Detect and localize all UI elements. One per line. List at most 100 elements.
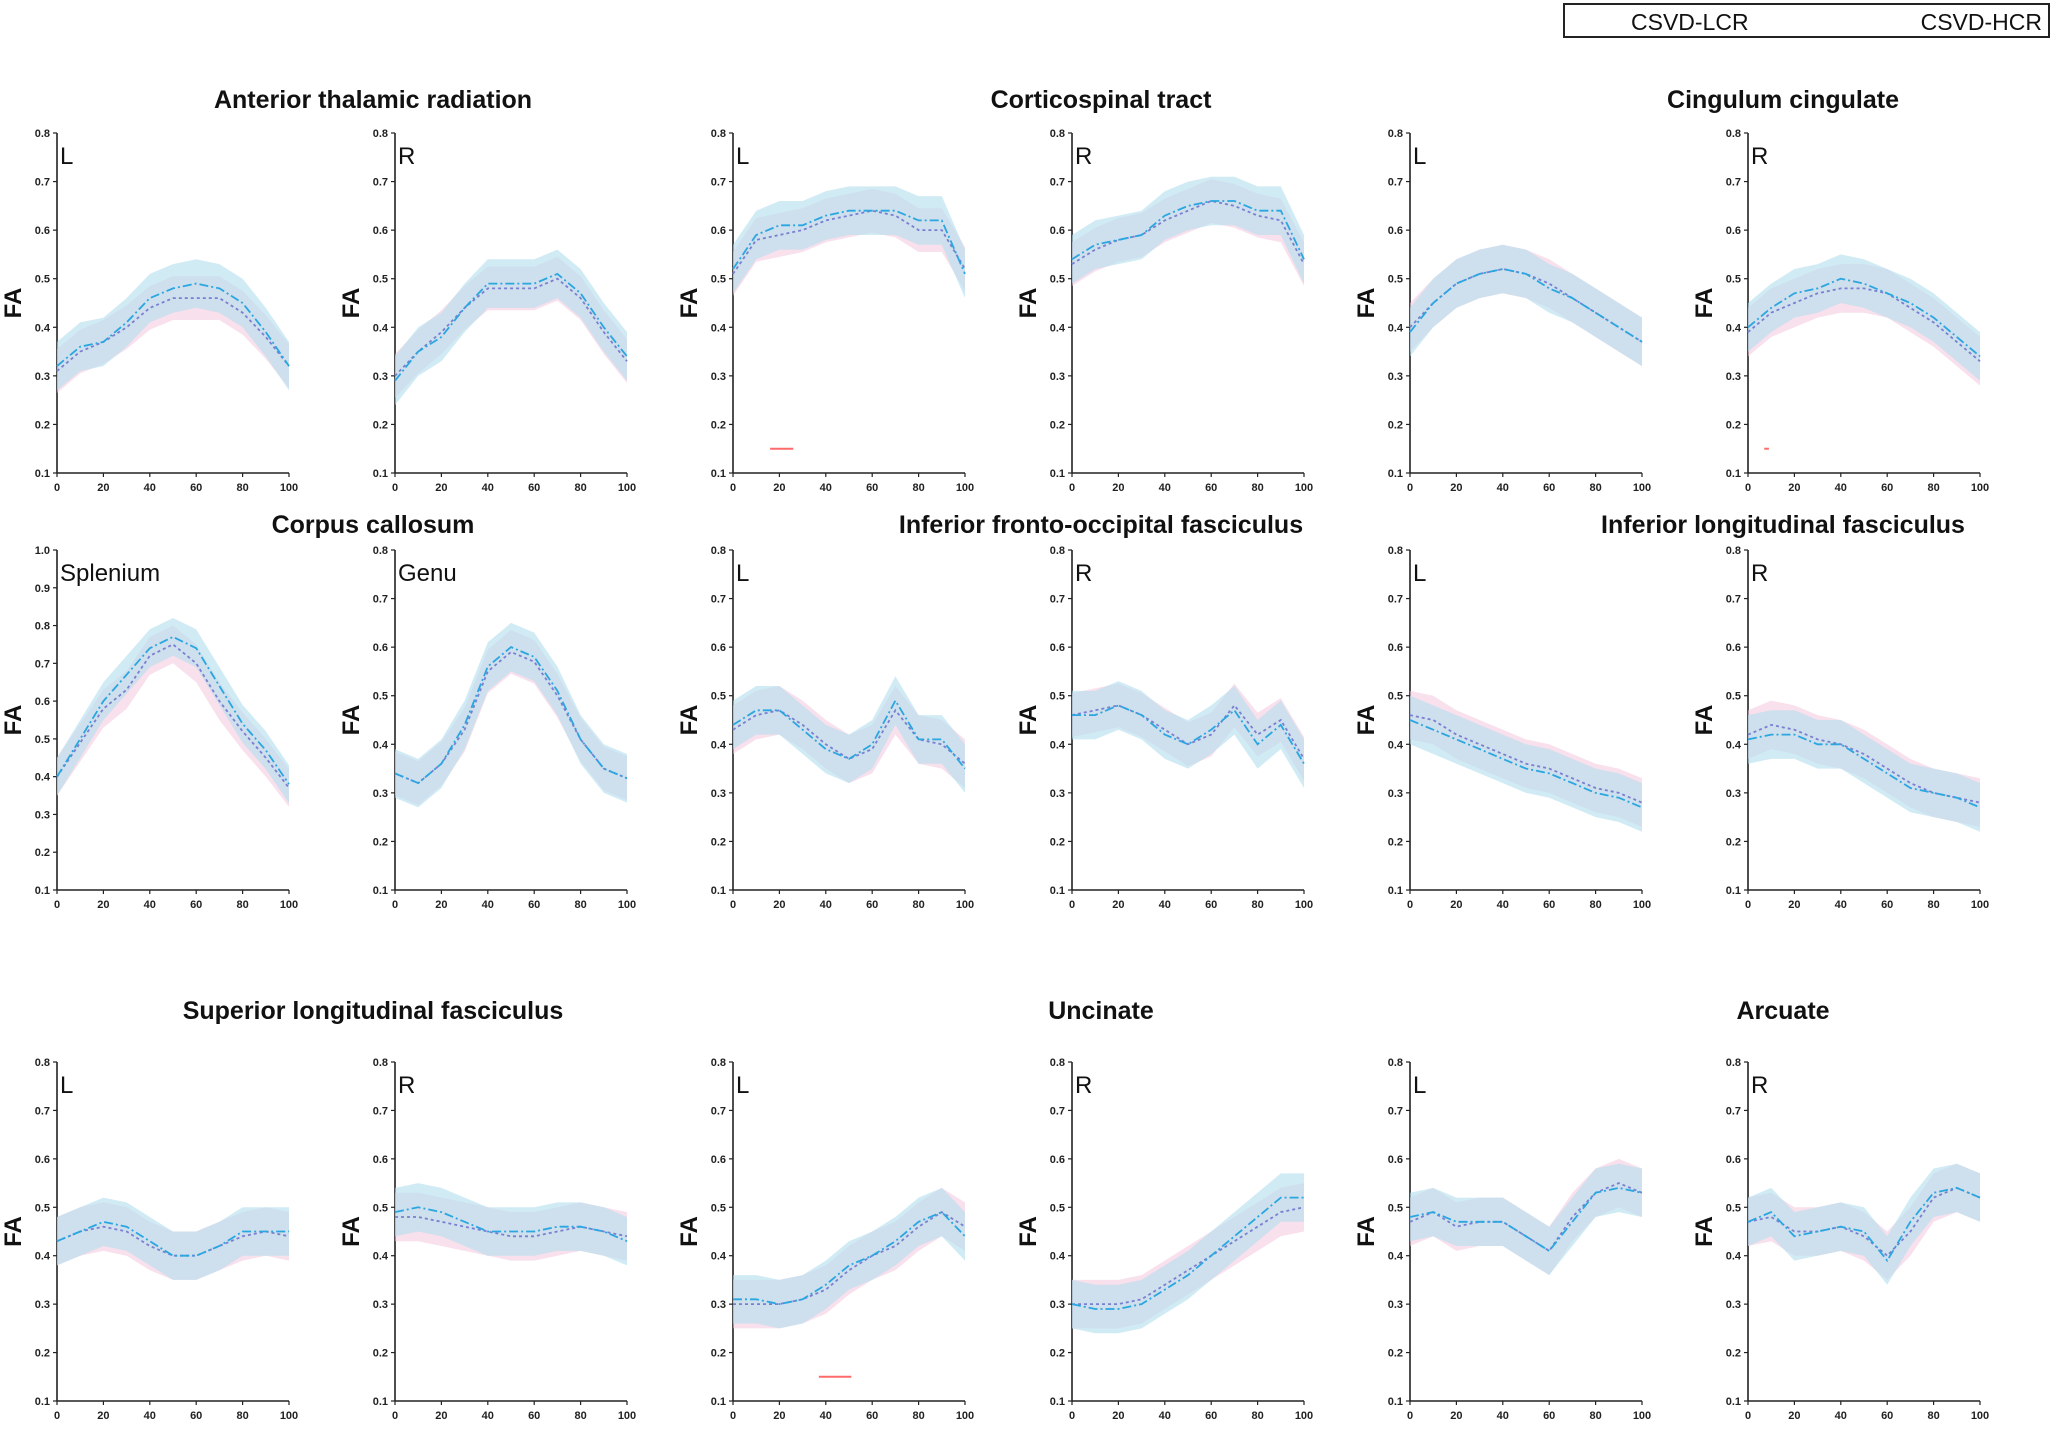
x-tick-label: 20 (435, 482, 447, 494)
panel-14: 0.1 0.2 0.3 0.4 0.5 0.6 0.7 0.8 0 20 40 60 80 100 FA L (676, 1057, 974, 1422)
y-tick-label: 0.6 (1050, 1154, 1065, 1166)
x-tick-label: 100 (618, 1410, 636, 1422)
x-tick-label: 20 (773, 899, 785, 911)
panel-7: 0.1 0.2 0.3 0.4 0.5 0.6 0.7 0.8 0 20 40 60 80 100 FA Ge… (338, 545, 636, 911)
y-tick-label: 0.6 (1388, 225, 1403, 237)
x-tick-label: 0 (392, 482, 398, 494)
y-tick-label: 0.4 (1050, 322, 1066, 334)
y-tick-label: 0.7 (1726, 1105, 1741, 1117)
x-tick-label: 60 (1543, 1410, 1555, 1422)
y-axis-label: FA (1691, 705, 1718, 736)
y-tick-label: 0.8 (1726, 1057, 1741, 1069)
y-tick-label: 0.7 (711, 177, 726, 189)
y-tick-label: 0.2 (1726, 419, 1741, 431)
y-tick-label: 0.1 (373, 468, 388, 480)
y-tick-label: 0.5 (1726, 274, 1741, 286)
series-line-lcr (56, 297, 290, 372)
x-tick-label: 60 (866, 1410, 878, 1422)
panel-label: R (1751, 1072, 1768, 1099)
series-line-hcr (56, 635, 290, 785)
y-tick-label: 0.3 (1050, 788, 1065, 800)
series-line-hcr (1409, 268, 1643, 343)
series-line-hcr (732, 698, 966, 770)
y-tick-label: 0.2 (373, 419, 388, 431)
panel-label: L (736, 1072, 749, 1099)
y-tick-label: 0.5 (1050, 1202, 1065, 1214)
x-tick-label: 60 (1543, 899, 1555, 911)
x-tick-label: 40 (1497, 899, 1509, 911)
x-tick-label: 20 (1788, 899, 1800, 911)
y-tick-label: 0.7 (373, 594, 388, 606)
y-tick-label: 0.7 (1388, 594, 1403, 606)
y-tick-label: 0.1 (373, 885, 388, 897)
y-tick-label: 0.4 (1050, 739, 1066, 751)
panel-label: R (1075, 560, 1092, 587)
legend-lcr-label: CSVD-LCR (1631, 9, 1749, 35)
x-tick-label: 100 (280, 1410, 298, 1422)
x-tick-label: 100 (956, 482, 974, 494)
y-tick-label: 0.2 (1726, 836, 1741, 848)
panel-label: R (1075, 1072, 1092, 1099)
series-line-hcr (394, 1206, 628, 1243)
y-tick-label: 0.6 (711, 642, 726, 654)
y-axis-label: FA (0, 705, 27, 736)
x-tick-label: 40 (482, 899, 494, 911)
series-band-hcr (1072, 681, 1304, 788)
series-line-hcr (733, 1211, 966, 1306)
y-tick-label: 0.7 (1726, 594, 1741, 606)
y-tick-label: 0.4 (373, 322, 389, 334)
panel-label: R (1751, 560, 1768, 587)
x-tick-label: 40 (144, 482, 156, 494)
y-axis-label: FA (0, 1216, 27, 1247)
series-line-lcr (394, 277, 628, 377)
x-tick-label: 20 (435, 1410, 447, 1422)
y-tick-label: 0.8 (711, 1057, 726, 1069)
series-line-lcr (1747, 1186, 1981, 1257)
y-tick-label: 0.2 (35, 419, 50, 431)
group-title-arc: Arcuate (1736, 997, 1830, 1025)
y-axis-label: FA (1015, 705, 1042, 736)
series-line-lcr (1747, 287, 1981, 362)
y-tick-label: 0.4 (1388, 1251, 1404, 1263)
y-tick-label: 0.3 (1050, 371, 1065, 383)
y-tick-label: 0.4 (711, 1251, 727, 1263)
y-tick-label: 0.7 (1050, 1105, 1065, 1117)
y-tick-label: 0.2 (35, 847, 50, 859)
series-band-hcr (1748, 1163, 1980, 1285)
y-tick-label: 0.6 (373, 642, 388, 654)
y-tick-label: 0.5 (711, 691, 726, 703)
legend: CSVD-LCR CSVD-HCR (1563, 3, 2050, 38)
x-tick-label: 60 (1205, 899, 1217, 911)
y-tick-label: 0.6 (1388, 642, 1403, 654)
y-tick-label: 0.3 (373, 1299, 388, 1311)
x-tick-label: 60 (1881, 899, 1893, 911)
y-tick-label: 0.1 (35, 885, 50, 897)
x-tick-label: 20 (773, 1410, 785, 1422)
x-tick-label: 20 (97, 482, 109, 494)
y-tick-label: 0.5 (35, 1202, 50, 1214)
y-tick-label: 0.1 (711, 1396, 726, 1408)
panel-label: R (1751, 143, 1768, 170)
series-line-lcr (733, 1211, 966, 1305)
x-tick-label: 40 (144, 1410, 156, 1422)
x-tick-label: 20 (1788, 1410, 1800, 1422)
y-tick-label: 0.6 (373, 1154, 388, 1166)
x-tick-label: 80 (1589, 899, 1601, 911)
y-tick-label: 0.5 (1726, 1202, 1741, 1214)
y-axis-label: FA (0, 288, 27, 319)
series-band-hcr (1072, 176, 1304, 284)
y-tick-label: 0.3 (711, 1299, 726, 1311)
y-tick-label: 0.1 (1050, 885, 1065, 897)
panel-2: 0.1 0.2 0.3 0.4 0.5 0.6 0.7 0.8 0 20 40 60 80 100 FA L (676, 128, 974, 494)
legend-hcr-label: CSVD-HCR (1920, 9, 2042, 35)
y-tick-label: 0.8 (35, 128, 50, 140)
panel-10: 0.1 0.2 0.3 0.4 0.5 0.6 0.7 0.8 0 20 40 60 80 100 FA L (1353, 545, 1651, 911)
x-tick-label: 100 (1971, 1410, 1989, 1422)
x-tick-label: 0 (392, 899, 398, 911)
x-tick-label: 100 (1633, 482, 1651, 494)
y-tick-label: 0.8 (1388, 1057, 1403, 1069)
x-tick-label: 40 (1159, 899, 1171, 911)
x-tick-label: 0 (1069, 482, 1075, 494)
y-tick-label: 0.7 (1050, 177, 1065, 189)
